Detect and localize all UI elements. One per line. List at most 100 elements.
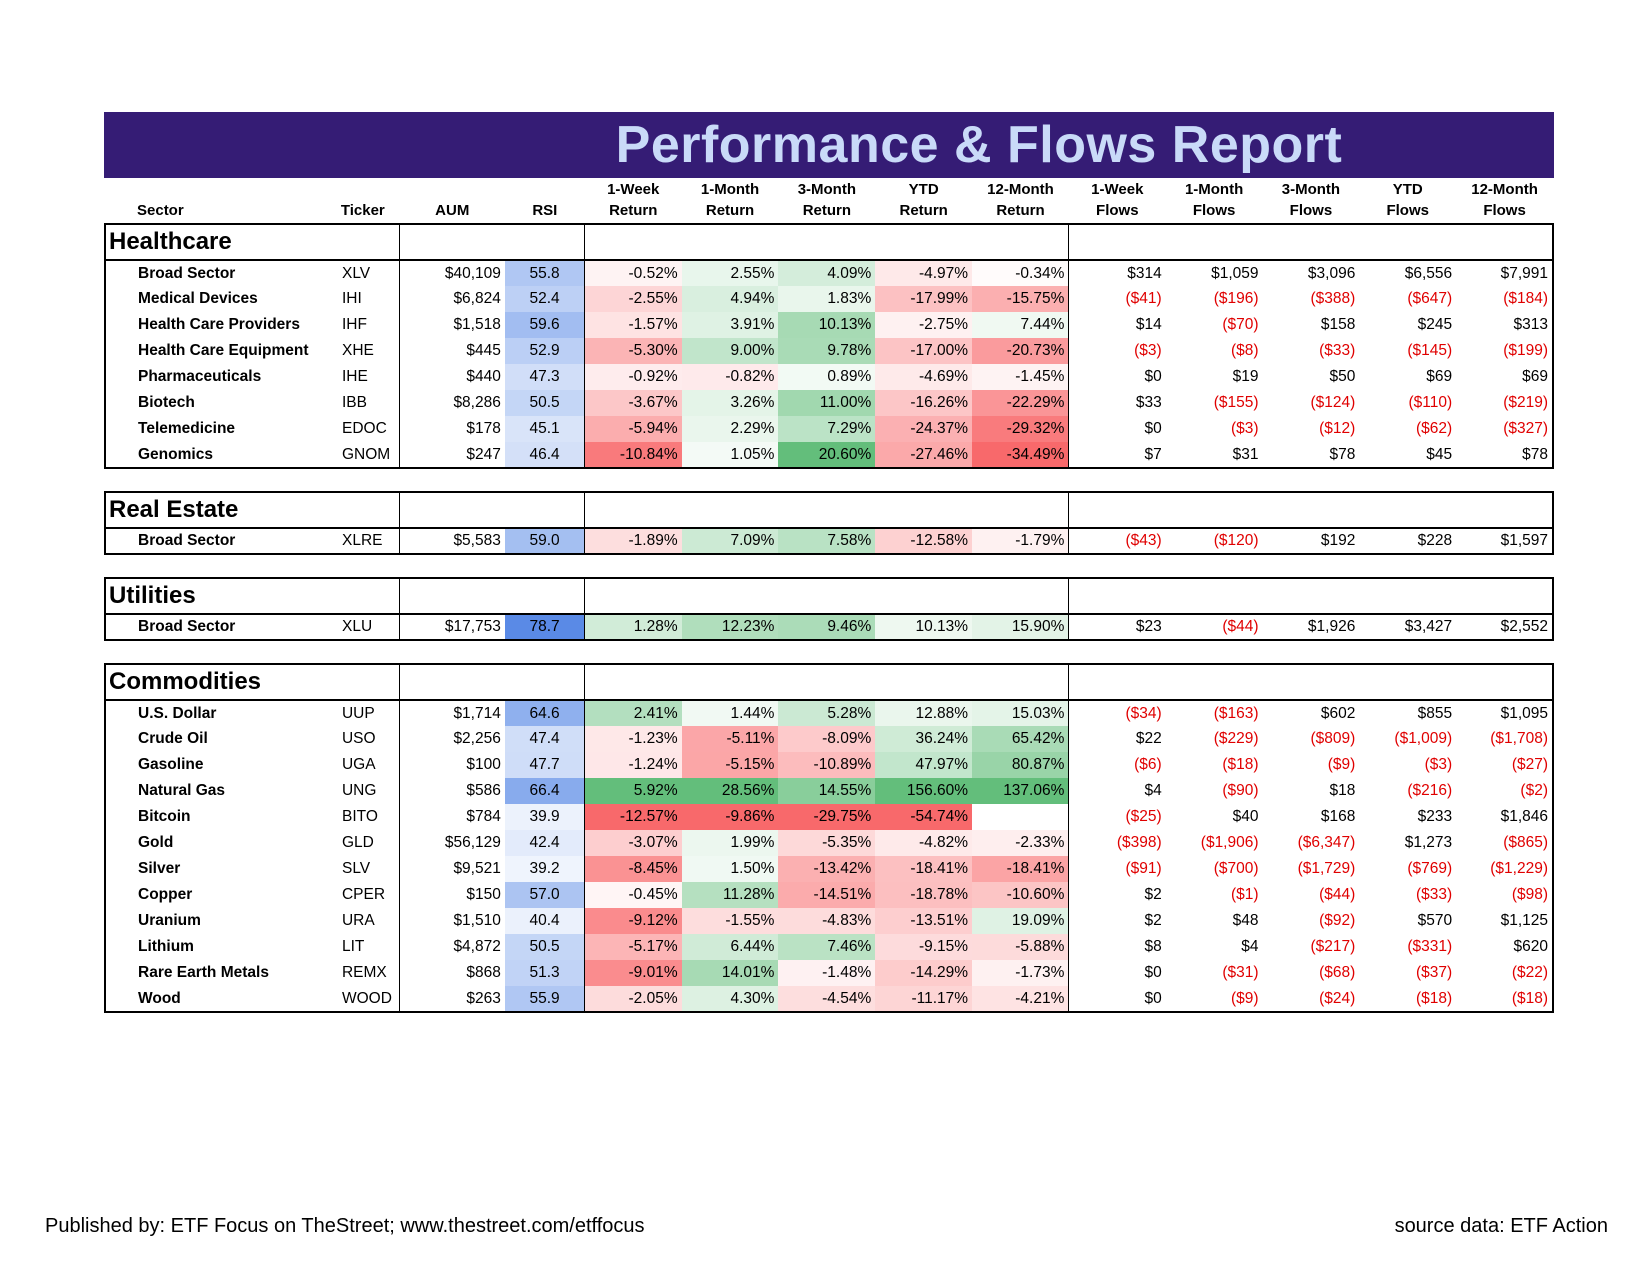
rsi: 47.4 xyxy=(504,726,585,752)
group-header-cell xyxy=(399,223,585,261)
column-header: 1-Week Flows xyxy=(1091,181,1144,219)
flows-ytd: $855 xyxy=(1417,704,1453,722)
flows-1w: $314 xyxy=(1068,260,1166,286)
return-1w: 5.92% xyxy=(584,778,682,804)
return-12m: -1.73% xyxy=(972,960,1069,986)
return-1m: -1.55% xyxy=(681,908,779,934)
sector-name: U.S. Dollar xyxy=(104,700,326,726)
sector-name: Broad Sector xyxy=(104,528,326,555)
flows-3m: $78 xyxy=(1262,442,1360,469)
ticker: LIT xyxy=(341,938,365,955)
return-1m: 6.44% xyxy=(681,934,779,960)
table-row: Health Care Equipment XHE $445 52.9 -5.30% 9.… xyxy=(104,338,1554,364)
flows-1w: ($25) xyxy=(1068,804,1166,830)
flows-ytd: ($37) xyxy=(1415,964,1453,981)
flows-12m: $313 xyxy=(1456,312,1554,338)
return-ytd: 47.97% xyxy=(875,752,973,778)
ticker: BITO xyxy=(341,808,378,825)
flows-ytd: $45 xyxy=(1359,442,1457,469)
table-row: Medical Devices IHI $6,824 52.4 -2.55% 4.94% 1… xyxy=(104,286,1554,312)
group-header-cell xyxy=(399,577,585,615)
flows-1w: $7 xyxy=(1068,442,1166,469)
flows-3m: $1,926 xyxy=(1262,614,1360,641)
ticker: REMX xyxy=(341,964,387,981)
flows-12m: $7,991 xyxy=(1456,260,1554,286)
aum: $263 xyxy=(399,986,505,1013)
flows-12m: ($1,708) xyxy=(1456,726,1554,752)
flows-1w: $2 xyxy=(1068,882,1166,908)
column-header: Sector xyxy=(137,202,184,219)
return-1m: 1.44% xyxy=(681,700,779,726)
aum: $868 xyxy=(399,960,505,986)
sector-name: Telemedicine xyxy=(104,416,326,442)
flows-ytd: ($18) xyxy=(1359,986,1457,1013)
report-table: Sector Ticker AUM RSI 1-Week Return 1-Month Ret… xyxy=(104,178,1555,1013)
flows-ytd: ($145) xyxy=(1407,342,1453,359)
flows-1w: $8 xyxy=(1068,934,1166,960)
rsi: 40.4 xyxy=(504,908,585,934)
return-1w: -5.30% xyxy=(584,338,682,364)
return-ytd: 36.24% xyxy=(875,726,973,752)
return-ytd: -18.41% xyxy=(875,856,973,882)
return-ytd: -18.78% xyxy=(875,882,973,908)
rsi: 39.9 xyxy=(504,804,585,830)
ticker: CPER xyxy=(341,886,386,903)
flows-1m: ($3) xyxy=(1230,420,1259,437)
group-header-cell xyxy=(584,223,1069,261)
return-12m: -1.79% xyxy=(972,528,1069,555)
return-3m: -4.54% xyxy=(778,986,876,1013)
flows-ytd: ($110) xyxy=(1408,394,1453,411)
flows-ytd: $233 xyxy=(1417,808,1453,825)
flows-1w: $14 xyxy=(1068,312,1166,338)
flows-12m: $1,125 xyxy=(1456,908,1554,934)
flows-3m: $3,096 xyxy=(1307,264,1356,282)
flows-3m: $602 xyxy=(1320,704,1356,722)
return-ytd: -14.29% xyxy=(875,960,973,986)
flows-1m: ($1,906) xyxy=(1200,834,1259,851)
return-ytd: -12.58% xyxy=(875,528,973,555)
rsi: 47.7 xyxy=(504,752,585,778)
ticker: WOOD xyxy=(325,986,400,1013)
return-12m: 19.09% xyxy=(972,908,1069,934)
flows-1m: ($196) xyxy=(1213,290,1259,307)
flows-1m: $31 xyxy=(1165,442,1263,469)
return-ytd: -54.74% xyxy=(875,804,973,830)
rsi: 55.9 xyxy=(504,986,585,1013)
rsi: 39.2 xyxy=(504,856,585,882)
return-1m: 11.28% xyxy=(681,882,779,908)
sector-name: Broad Sector xyxy=(104,614,326,641)
flows-12m: ($219) xyxy=(1456,390,1554,416)
group-title: Real Estate xyxy=(104,491,400,529)
group-header-row: Healthcare xyxy=(104,223,1555,261)
return-ytd: -4.97% xyxy=(875,260,973,286)
group-header-cell xyxy=(1068,663,1555,701)
return-1w: 1.28% xyxy=(584,614,682,641)
rsi: 45.1 xyxy=(504,416,585,442)
flows-ytd: $245 xyxy=(1417,316,1453,333)
flows-ytd: $570 xyxy=(1417,912,1453,929)
ticker: UUP xyxy=(341,704,375,722)
sector-name: Natural Gas xyxy=(104,778,326,804)
flows-1w: $4 xyxy=(1068,778,1166,804)
column-header: YTD Return xyxy=(899,181,948,219)
return-12m: -0.34% xyxy=(972,260,1069,286)
table-row: Uranium URA $1,510 40.4 -9.12% -1.55% -4.83% -1… xyxy=(104,908,1554,934)
return-3m: 7.58% xyxy=(778,528,876,555)
flows-1w: ($91) xyxy=(1068,856,1166,882)
return-ytd: 10.13% xyxy=(875,614,973,641)
flows-3m: ($92) xyxy=(1319,912,1356,929)
column-header: RSI xyxy=(532,202,558,219)
return-ytd: -2.75% xyxy=(875,312,973,338)
column-header: 12-Month Flows xyxy=(1471,181,1538,219)
return-12m: -18.41% xyxy=(972,856,1069,882)
flows-12m: ($184) xyxy=(1456,286,1554,312)
return-1m: 7.09% xyxy=(681,528,779,555)
ticker: XLU xyxy=(325,614,400,641)
aum: $784 xyxy=(399,804,505,830)
return-1w: -1.24% xyxy=(584,752,682,778)
return-3m: 7.29% xyxy=(778,416,876,442)
flows-1m: $48 xyxy=(1232,912,1259,929)
return-3m: -1.48% xyxy=(778,960,876,986)
return-ytd: 156.60% xyxy=(875,778,973,804)
flows-12m: ($27) xyxy=(1456,752,1554,778)
